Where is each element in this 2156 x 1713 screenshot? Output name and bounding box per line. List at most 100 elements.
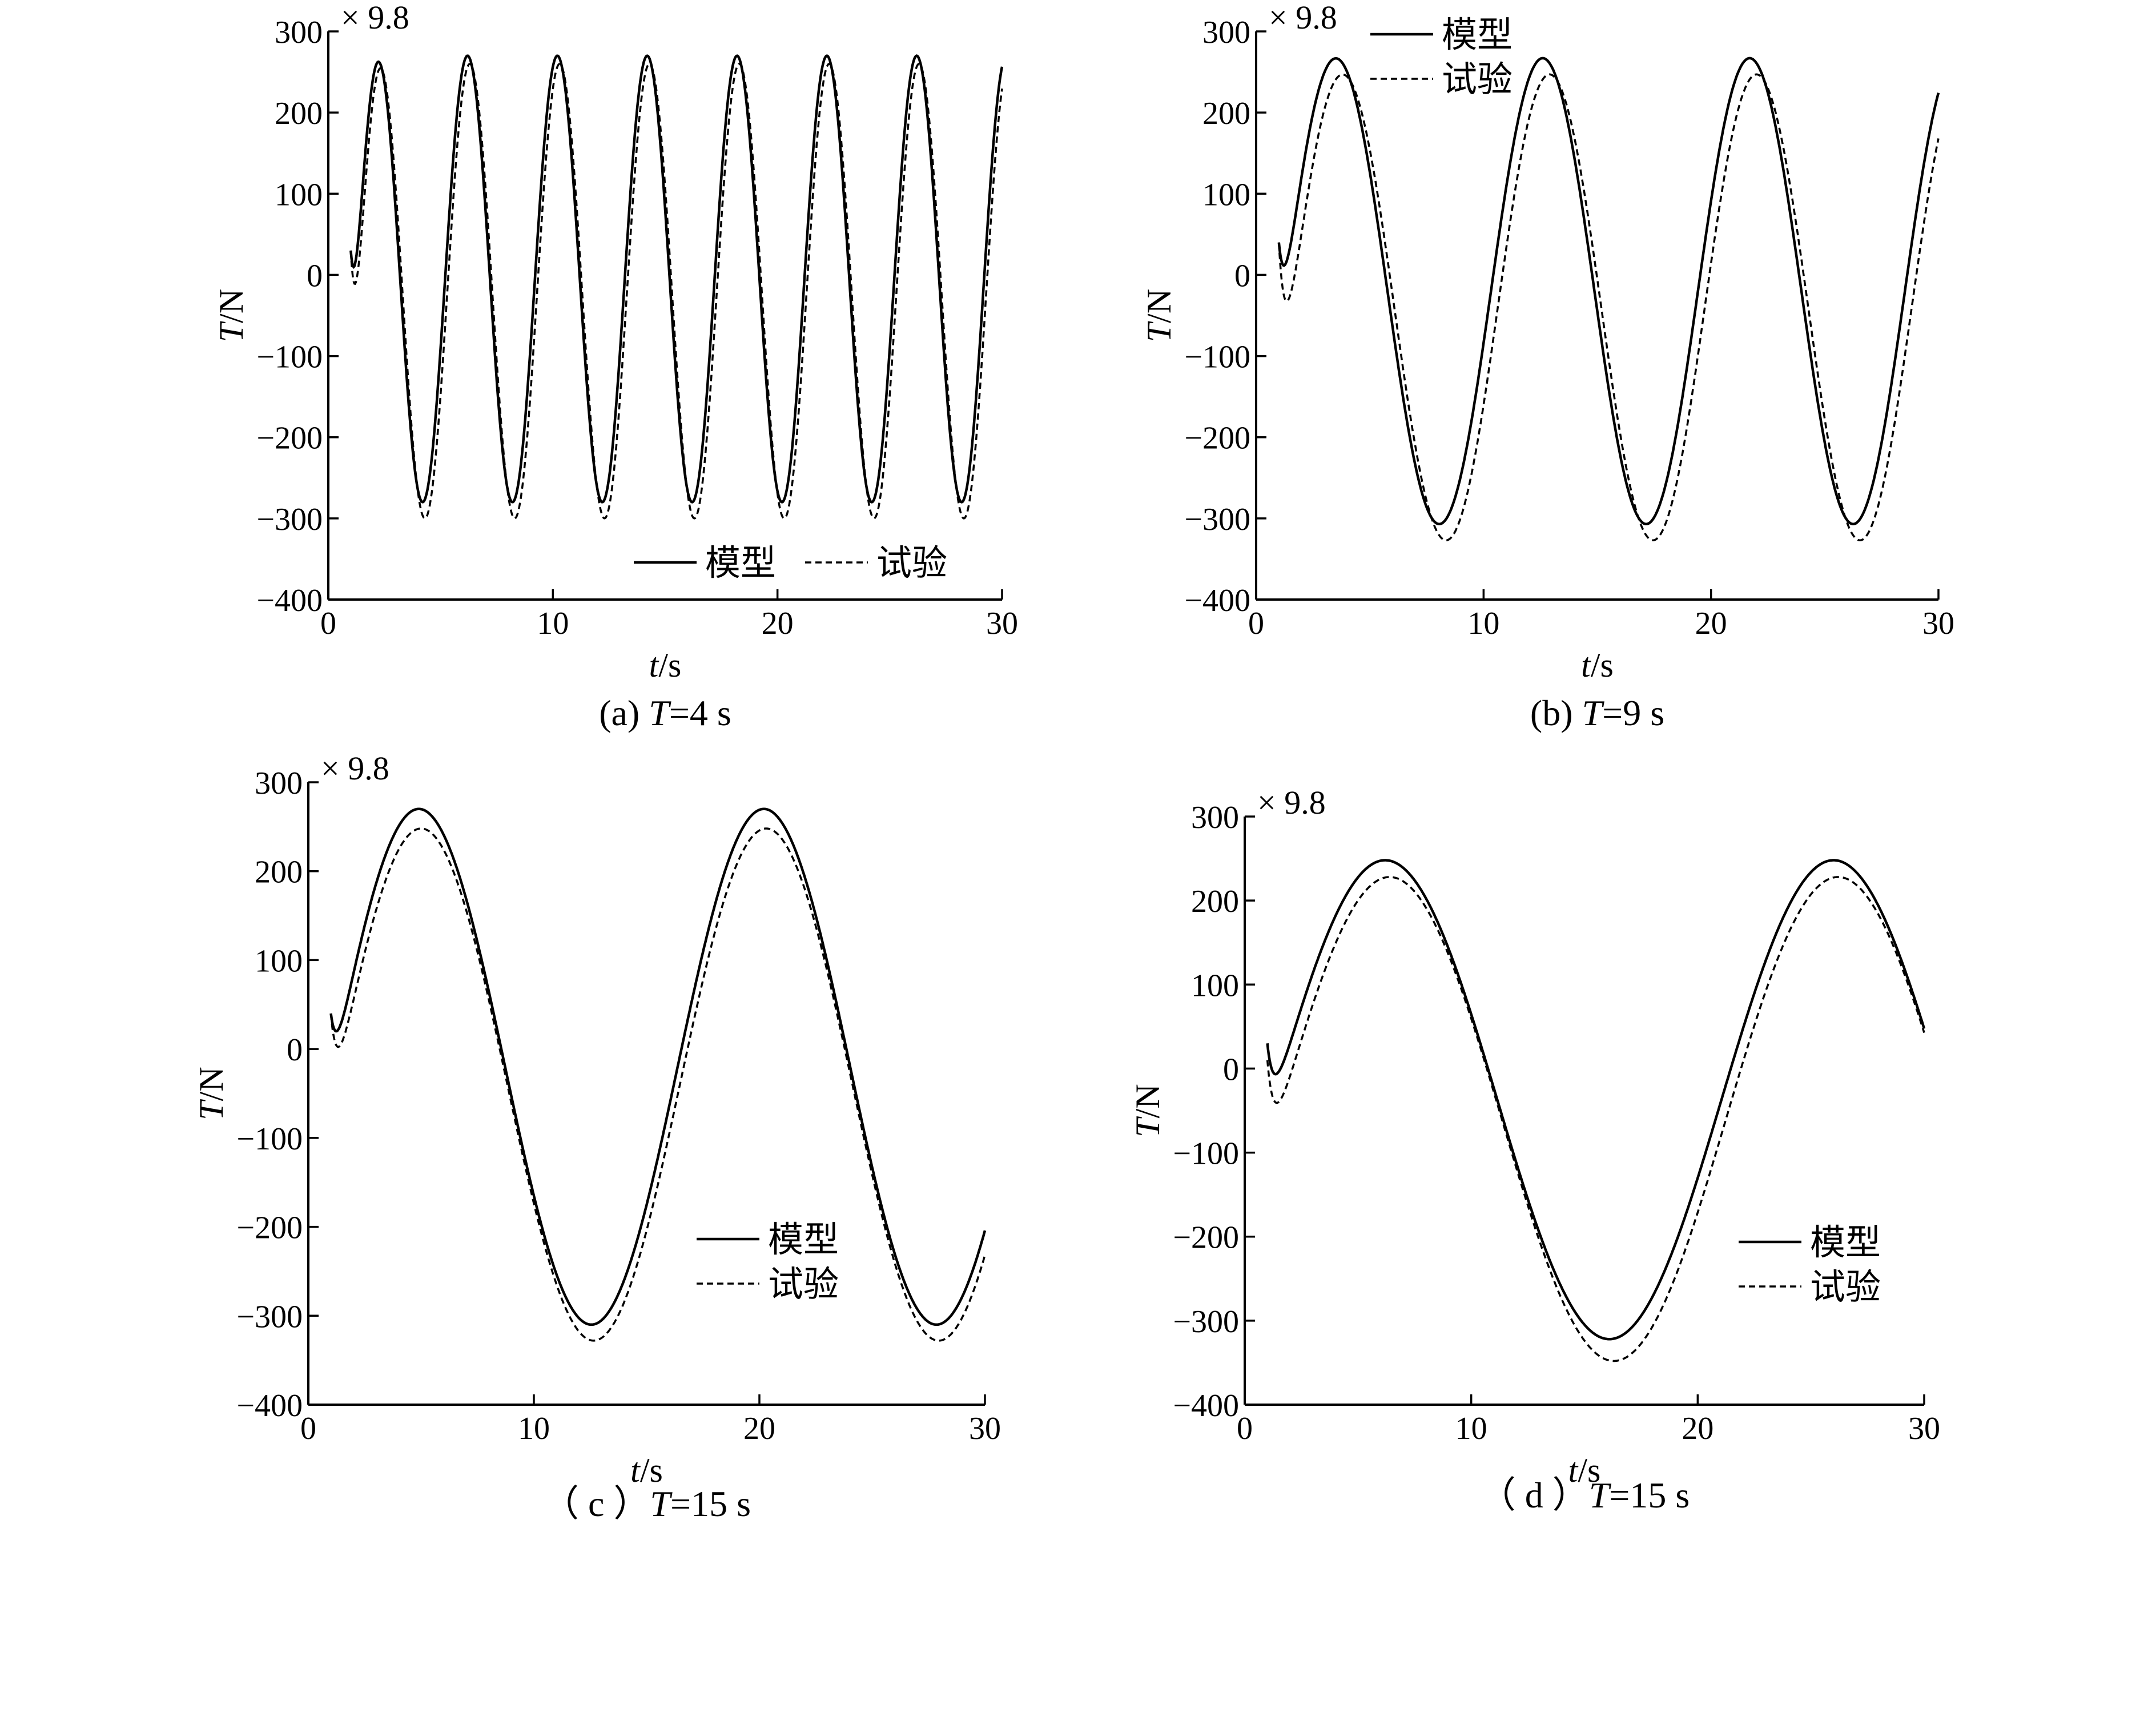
x-axis-label-unit: /s bbox=[1578, 1451, 1600, 1489]
caption-prefix: (b) bbox=[1530, 693, 1582, 733]
y-axis-label: T/N bbox=[1129, 1084, 1167, 1137]
series-line-experiment bbox=[349, 63, 1003, 520]
y-tick-label: −200 bbox=[1184, 421, 1250, 456]
x-tick-label: 30 bbox=[1908, 1411, 1940, 1446]
y-tick-label: 0 bbox=[287, 1032, 303, 1068]
chart-caption: （ c ）T=15 s bbox=[542, 1483, 751, 1524]
scale-note: × 9.8 bbox=[1257, 784, 1326, 821]
y-tick-label: 0 bbox=[307, 258, 323, 293]
caption-suffix: =15 s bbox=[670, 1483, 751, 1524]
x-tick-label: 20 bbox=[743, 1411, 775, 1446]
y-tick-label: 100 bbox=[1202, 177, 1250, 212]
x-axis-label: t/s bbox=[630, 1451, 663, 1489]
y-axis-label: T/N bbox=[1140, 289, 1178, 342]
caption-prefix: （ c ） bbox=[542, 1483, 650, 1524]
y-tick-label: −300 bbox=[1184, 502, 1250, 537]
y-tick-label: 0 bbox=[1234, 258, 1250, 293]
y-tick-label: −300 bbox=[1173, 1304, 1239, 1340]
legend-label: 模型 bbox=[705, 542, 776, 584]
y-tick-label: 200 bbox=[255, 855, 303, 890]
x-tick-label: 10 bbox=[1467, 606, 1499, 641]
y-tick-label: 200 bbox=[275, 96, 323, 131]
y-tick-label: 100 bbox=[275, 177, 323, 212]
x-tick-label: 20 bbox=[762, 606, 794, 641]
y-tick-label: 300 bbox=[1202, 15, 1250, 50]
caption-suffix: =4 s bbox=[669, 693, 731, 733]
y-tick-label: −200 bbox=[256, 421, 323, 456]
y-axis-label-var: T bbox=[1140, 321, 1178, 342]
y-axis-label-unit: /N bbox=[1140, 289, 1178, 323]
y-axis-label-unit: /N bbox=[212, 289, 250, 323]
caption-var: T bbox=[649, 693, 671, 733]
y-axis-label: T/N bbox=[212, 289, 250, 342]
y-axis-label-unit: /N bbox=[1129, 1084, 1167, 1118]
legend-label: 模型 bbox=[1810, 1221, 1881, 1263]
x-axis-label-unit: /s bbox=[658, 646, 681, 684]
y-tick-label: −100 bbox=[256, 340, 323, 375]
x-tick-label: 0 bbox=[1248, 606, 1264, 641]
series-line-experiment bbox=[1278, 73, 1940, 541]
y-tick-label: 200 bbox=[1202, 96, 1250, 131]
x-tick-label: 0 bbox=[1237, 1411, 1253, 1446]
x-tick-label: 20 bbox=[1695, 606, 1727, 641]
x-axis-label: t/s bbox=[1568, 1451, 1601, 1489]
caption-prefix: （ d ） bbox=[1479, 1475, 1589, 1515]
x-axis-label-unit: /s bbox=[1591, 646, 1614, 684]
caption-var: T bbox=[1582, 693, 1605, 733]
x-axis-label-var: t bbox=[1581, 646, 1591, 684]
y-tick-label: −400 bbox=[256, 583, 323, 618]
y-tick-label: −400 bbox=[1173, 1388, 1239, 1424]
chart-caption: （ d ）T=15 s bbox=[1479, 1475, 1690, 1515]
x-axis-label: t/s bbox=[1581, 646, 1614, 684]
x-axis-label-unit: /s bbox=[640, 1451, 663, 1489]
y-tick-label: 200 bbox=[1191, 884, 1239, 919]
caption-var: T bbox=[650, 1483, 673, 1524]
legend-label: 模型 bbox=[768, 1219, 839, 1260]
series-line-model bbox=[329, 807, 987, 1326]
series-line-experiment bbox=[329, 827, 986, 1342]
x-axis-label-var: t bbox=[649, 646, 659, 684]
y-axis-label-var: T bbox=[212, 321, 250, 342]
x-tick-label: 30 bbox=[986, 606, 1018, 641]
scale-note: × 9.8 bbox=[341, 0, 409, 36]
y-tick-label: −300 bbox=[256, 502, 323, 537]
y-tick-label: 300 bbox=[275, 15, 323, 50]
y-axis-label-var: T bbox=[1129, 1116, 1167, 1137]
y-tick-label: −100 bbox=[1184, 340, 1250, 375]
x-axis-label-var: t bbox=[1568, 1451, 1579, 1489]
series-line-model bbox=[1266, 859, 1926, 1341]
series-line-model bbox=[349, 54, 1004, 504]
legend-label: 试验 bbox=[1810, 1266, 1881, 1308]
y-axis-label-unit: /N bbox=[192, 1067, 230, 1101]
series-line-model bbox=[1277, 57, 1940, 526]
y-tick-label: −400 bbox=[1184, 583, 1250, 618]
x-tick-label: 10 bbox=[518, 1411, 550, 1446]
caption-suffix: =9 s bbox=[1602, 693, 1664, 733]
y-tick-label: −400 bbox=[236, 1388, 303, 1424]
y-tick-label: 100 bbox=[255, 943, 303, 979]
caption-var: T bbox=[1589, 1475, 1612, 1515]
x-axis-label-var: t bbox=[630, 1451, 641, 1489]
x-tick-label: 10 bbox=[537, 606, 569, 641]
legend-label: 试验 bbox=[768, 1263, 839, 1305]
chart-caption: (b) T=9 s bbox=[1530, 693, 1664, 733]
y-tick-label: −200 bbox=[1173, 1220, 1239, 1256]
series-line-experiment bbox=[1266, 876, 1925, 1362]
y-axis-label: T/N bbox=[192, 1067, 230, 1120]
legend-label: 试验 bbox=[876, 542, 947, 584]
x-axis-label: t/s bbox=[649, 646, 682, 684]
caption-prefix: (a) bbox=[599, 693, 649, 733]
y-axis-label-var: T bbox=[192, 1099, 230, 1120]
x-tick-label: 10 bbox=[1455, 1411, 1487, 1446]
y-tick-label: 300 bbox=[255, 766, 303, 801]
x-tick-label: 30 bbox=[969, 1411, 1001, 1446]
y-tick-label: 100 bbox=[1191, 968, 1239, 1003]
y-tick-label: −100 bbox=[236, 1121, 303, 1157]
caption-suffix: =15 s bbox=[1609, 1475, 1690, 1515]
scale-note: × 9.8 bbox=[321, 750, 389, 787]
